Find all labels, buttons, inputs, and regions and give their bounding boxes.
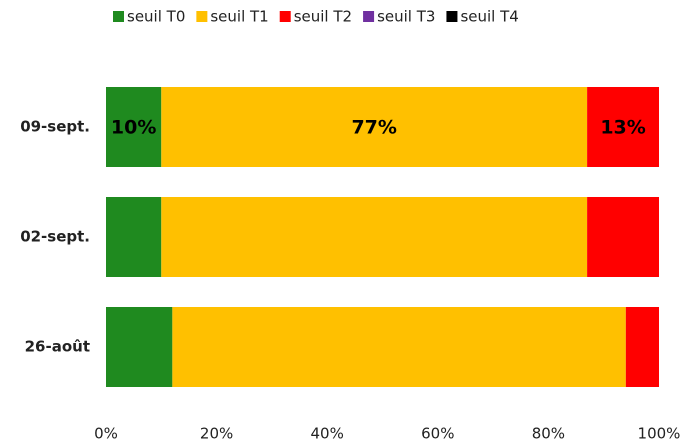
data-label: 10% [111, 117, 156, 139]
bar-segment [161, 87, 588, 167]
bar-segment [625, 307, 659, 387]
legend-swatch [113, 11, 124, 22]
bar-segment [161, 197, 588, 277]
data-label: 13% [600, 117, 645, 139]
y-tick-label: 02-sept. [20, 228, 90, 246]
y-tick-label: 26-août [25, 338, 90, 356]
legend-label: seuil T1 [210, 8, 268, 26]
data-label: 77% [351, 117, 396, 139]
legend-label: seuil T3 [377, 8, 435, 26]
x-tick-label: 20% [200, 425, 233, 443]
legend-swatch [196, 11, 208, 22]
x-tick-label: 40% [311, 425, 344, 443]
x-tick-label: 100% [638, 425, 681, 443]
bar-segment [106, 87, 162, 167]
legend-label: seuil T2 [294, 8, 352, 26]
bar-segment [587, 87, 659, 167]
legend-label: seuil T0 [127, 8, 185, 26]
legend-label: seuil T4 [460, 8, 518, 26]
bar-segment [172, 307, 626, 387]
x-tick-label: 60% [421, 425, 454, 443]
x-tick-label: 80% [532, 425, 565, 443]
legend-swatch [279, 11, 291, 22]
bar-segment [587, 197, 659, 277]
bar-segment [106, 197, 162, 277]
x-tick-label: 0% [94, 425, 118, 443]
bar-segment [106, 307, 173, 387]
legend-swatch [363, 11, 375, 22]
legend-swatch [446, 11, 458, 22]
y-tick-label: 09-sept. [20, 118, 90, 136]
